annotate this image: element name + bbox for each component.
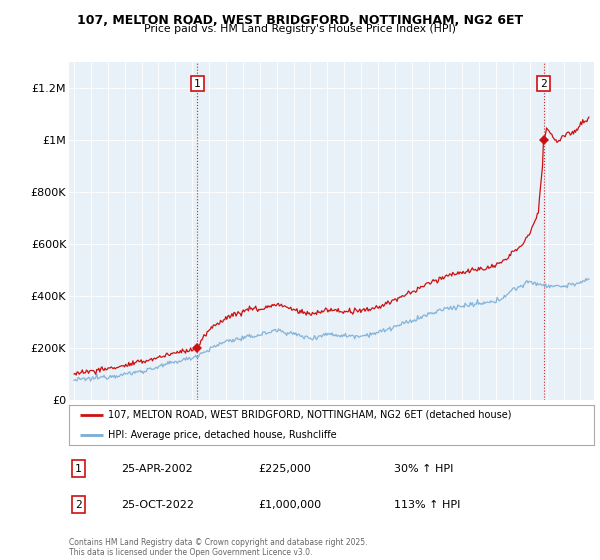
Text: 25-OCT-2022: 25-OCT-2022 <box>121 500 194 510</box>
Text: 30% ↑ HPI: 30% ↑ HPI <box>395 464 454 474</box>
Text: 1: 1 <box>194 78 201 88</box>
Text: £225,000: £225,000 <box>258 464 311 474</box>
Text: HPI: Average price, detached house, Rushcliffe: HPI: Average price, detached house, Rush… <box>109 430 337 440</box>
Text: 2: 2 <box>540 78 547 88</box>
Text: 1: 1 <box>75 464 82 474</box>
Text: 25-APR-2002: 25-APR-2002 <box>121 464 193 474</box>
Text: Price paid vs. HM Land Registry's House Price Index (HPI): Price paid vs. HM Land Registry's House … <box>144 24 456 34</box>
Text: £1,000,000: £1,000,000 <box>258 500 321 510</box>
Text: 107, MELTON ROAD, WEST BRIDGFORD, NOTTINGHAM, NG2 6ET: 107, MELTON ROAD, WEST BRIDGFORD, NOTTIN… <box>77 14 523 27</box>
Text: 107, MELTON ROAD, WEST BRIDGFORD, NOTTINGHAM, NG2 6ET (detached house): 107, MELTON ROAD, WEST BRIDGFORD, NOTTIN… <box>109 410 512 420</box>
Text: 2: 2 <box>75 500 82 510</box>
Text: 113% ↑ HPI: 113% ↑ HPI <box>395 500 461 510</box>
Text: Contains HM Land Registry data © Crown copyright and database right 2025.
This d: Contains HM Land Registry data © Crown c… <box>69 538 367 557</box>
